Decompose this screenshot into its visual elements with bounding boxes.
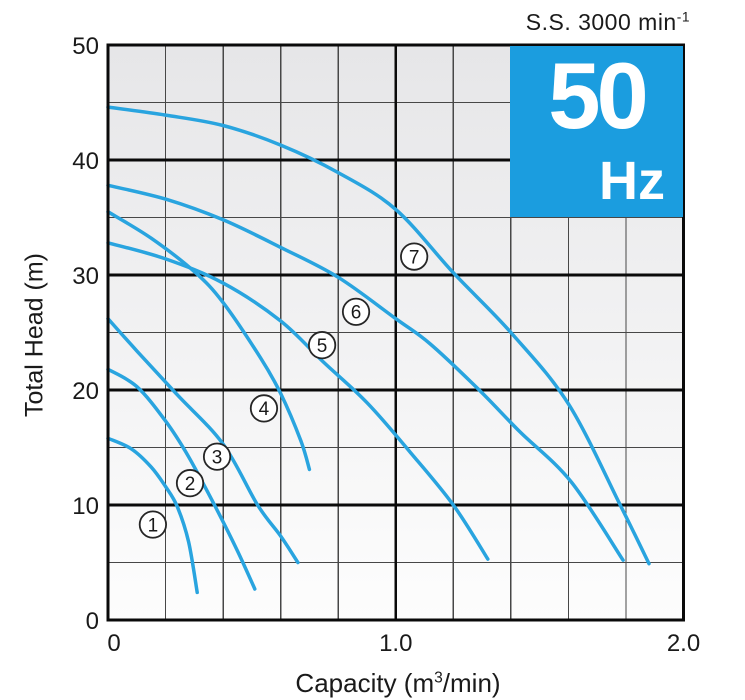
curve-label-4: 4	[249, 394, 279, 423]
y-tick-label: 50	[72, 33, 99, 60]
curve-label-1: 1	[138, 510, 167, 539]
curve-label-number: 5	[317, 336, 328, 357]
pump-curve-2	[106, 367, 257, 591]
curve-label-6: 6	[341, 297, 371, 326]
pump-curve-7	[106, 105, 651, 566]
chart-title: S.S. 3000 min-1	[526, 9, 690, 36]
frequency-unit: Hz	[599, 151, 665, 211]
curve-label-number: 4	[259, 399, 270, 420]
curve-label-number: 3	[212, 448, 223, 469]
curve-label-5: 5	[307, 331, 337, 360]
y-tick-label: 30	[72, 263, 99, 290]
curve-label-circle	[175, 469, 205, 498]
frequency-badge: 50 Hz	[510, 46, 683, 217]
curve-label-circle	[341, 297, 371, 326]
pump-curve-4	[106, 210, 312, 472]
curve-label-circle	[307, 331, 337, 360]
y-axis-title: Total Head (m)	[20, 253, 49, 417]
y-tick-label: 20	[72, 378, 99, 405]
pump-curve-5	[106, 241, 490, 561]
curve-label-circle	[249, 394, 279, 423]
x-axis-title-text: Capacity (m	[295, 668, 435, 698]
tick-labels: 0 1.0 2.0 0 10 20 30 40 50	[72, 33, 700, 657]
curve-label-circle	[138, 510, 167, 539]
curve-label-7: 7	[400, 242, 429, 271]
pump-curve-1	[106, 436, 199, 595]
x-tick-label: 2.0	[667, 630, 700, 657]
pump-curve-6	[106, 183, 625, 562]
curve-label-number: 2	[185, 474, 196, 495]
curve-label-number: 6	[351, 303, 362, 324]
y-tick-label: 10	[72, 493, 99, 520]
x-tick-label: 1.0	[379, 630, 412, 657]
curve-label-number: 1	[148, 515, 159, 536]
curve-label-circle	[400, 242, 429, 271]
plot-border	[106, 43, 685, 622]
frequency-value: 50	[548, 43, 649, 148]
x-axis-title-superscript: 3	[434, 669, 443, 687]
chart-title-superscript: -1	[676, 9, 690, 25]
y-tick-label: 0	[86, 608, 99, 635]
x-axis-title-text-2: /min)	[442, 668, 501, 698]
curve-label-circle	[202, 442, 232, 471]
curve-label-2: 2	[175, 469, 205, 498]
x-axis-title: Capacity (m3/min)	[295, 668, 500, 699]
curve-label-number: 7	[409, 247, 420, 268]
chart-title-text: S.S. 3000 min	[525, 9, 677, 35]
curve-label-3: 3	[202, 442, 232, 471]
y-tick-label: 40	[72, 148, 99, 175]
x-tick-label: 0	[107, 630, 120, 657]
